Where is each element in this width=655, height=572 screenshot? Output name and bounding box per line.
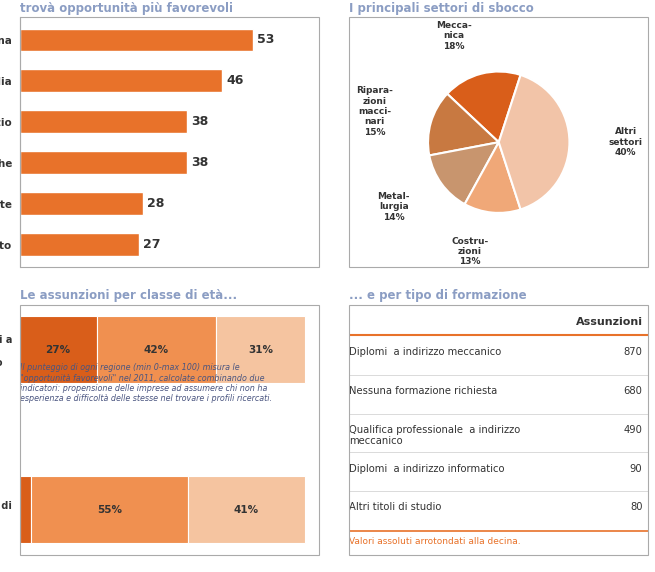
Text: 38: 38 [191, 156, 209, 169]
Text: Le regioni dove chi non ha esperienza
trovà opportunità più favorevoli: Le regioni dove chi non ha esperienza tr… [20, 0, 272, 15]
Bar [188, 476, 305, 543]
Bar [20, 152, 187, 174]
Text: 27%: 27% [46, 345, 71, 355]
Text: 870: 870 [624, 347, 643, 358]
Bar [20, 69, 222, 92]
Text: 680: 680 [624, 386, 643, 396]
Text: Mecca-
nica
18%: Mecca- nica 18% [436, 21, 472, 51]
Text: 28: 28 [147, 197, 164, 210]
Text: Altri
settori
40%: Altri settori 40% [608, 128, 643, 157]
Bar [20, 110, 187, 133]
Bar [20, 316, 97, 383]
Text: 41%: 41% [234, 505, 259, 515]
Bar [97, 316, 216, 383]
Text: Assunzioni: Assunzioni [576, 317, 643, 327]
Text: 31%: 31% [248, 345, 273, 355]
Text: 53: 53 [257, 33, 275, 46]
Text: 27: 27 [143, 238, 160, 251]
Text: Qualifica professionale  a indirizzo
meccanico: Qualifica professionale a indirizzo mecc… [349, 425, 520, 446]
Text: Nessuna formazione richiesta: Nessuna formazione richiesta [349, 386, 497, 396]
Text: Altri titoli di studio: Altri titoli di studio [349, 502, 441, 513]
Text: Il punteggio di ogni regione (min 0-max 100) misura le
"opportunità favorevoli" : Il punteggio di ogni regione (min 0-max … [20, 363, 272, 403]
Text: ... e per tipo di formazione: ... e per tipo di formazione [349, 289, 527, 302]
Bar [20, 476, 31, 543]
Wedge shape [498, 75, 569, 209]
Text: 90: 90 [630, 463, 643, 474]
Text: Diplomi  a indirizzo informatico: Diplomi a indirizzo informatico [349, 463, 504, 474]
Text: 42%: 42% [144, 345, 169, 355]
Text: 38: 38 [191, 115, 209, 128]
Bar [216, 316, 305, 383]
Text: 55%: 55% [97, 505, 122, 515]
Text: I principali settori di sbocco: I principali settori di sbocco [349, 2, 534, 15]
Wedge shape [429, 142, 498, 204]
Bar [20, 29, 253, 51]
Bar [20, 192, 143, 215]
Text: Costru-
zioni
13%: Costru- zioni 13% [451, 237, 489, 267]
Wedge shape [464, 142, 521, 213]
Bar [31, 476, 188, 543]
Text: Diplomi  a indirizzo meccanico: Diplomi a indirizzo meccanico [349, 347, 501, 358]
Text: Valori assoluti arrotondati alla decina.: Valori assoluti arrotondati alla decina. [349, 537, 521, 546]
Text: Le assunzioni per classe di età...: Le assunzioni per classe di età... [20, 289, 236, 302]
Text: 80: 80 [630, 502, 643, 513]
Wedge shape [447, 72, 521, 142]
Text: Metal-
lurgia
14%: Metal- lurgia 14% [377, 192, 410, 221]
Text: Ripara-
zioni
macci-
nari
15%: Ripara- zioni macci- nari 15% [356, 86, 393, 137]
Text: 46: 46 [227, 74, 244, 88]
Text: 490: 490 [624, 425, 643, 435]
Bar [20, 233, 139, 256]
Wedge shape [428, 94, 498, 156]
